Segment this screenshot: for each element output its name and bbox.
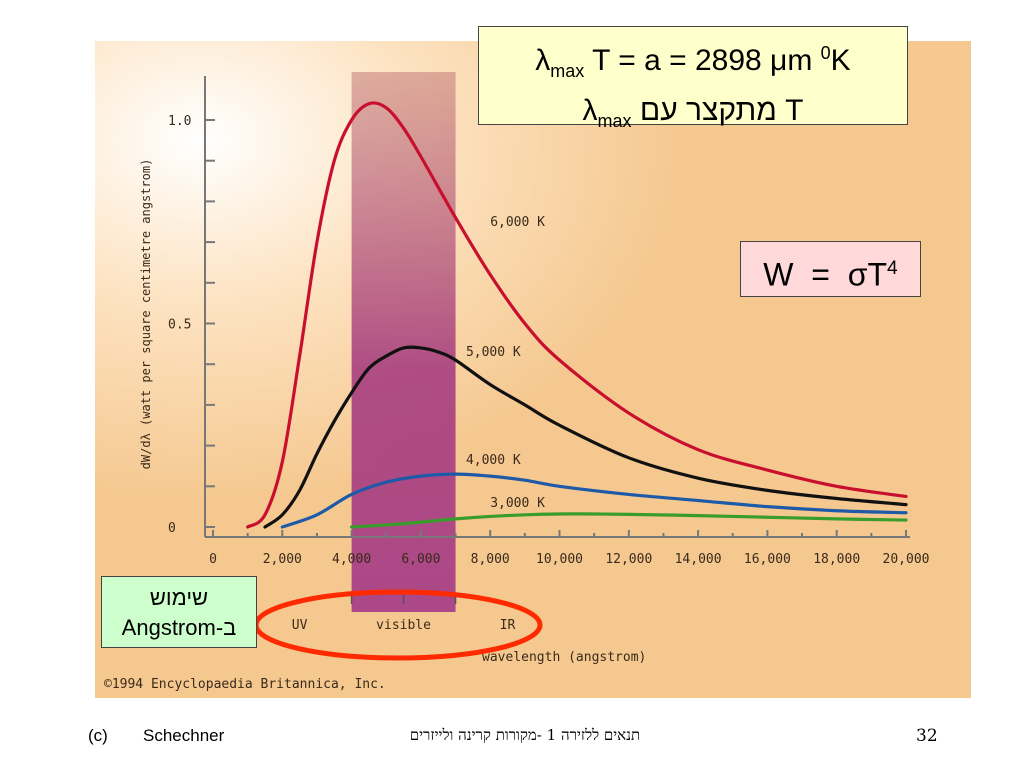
degree-superscript: 0 (820, 43, 831, 63)
x-axis-label: wavelength (angstrom) (482, 650, 646, 665)
sigma-symbol: σ (847, 256, 868, 293)
lambda-symbol: λ (535, 44, 551, 77)
page-number: 32 (916, 726, 938, 746)
wien-law-line1: λmax T = a = 2898 μm 0K (479, 33, 907, 91)
series-label-2: 5,000 K (466, 345, 521, 360)
power-superscript: 4 (887, 258, 898, 279)
wien-equation-text: T = a = 2898 (584, 44, 771, 77)
x-tick-label: 12,000 (605, 552, 652, 567)
series-line-2 (263, 345, 908, 529)
x-tick-label: 20,000 (883, 552, 930, 567)
visible-band (351, 72, 456, 612)
band-label-visible: visible (376, 618, 431, 633)
stefan-boltzmann-box: W = σT4 (740, 241, 921, 297)
x-tick-label: 8,000 (471, 552, 510, 567)
x-tick-label: 14,000 (675, 552, 722, 567)
meter-unit: m (787, 44, 821, 77)
y-tick-label: 0 (168, 521, 176, 536)
series-line-4 (350, 512, 908, 529)
x-tick-label: 6,000 (401, 552, 440, 567)
band-label-uv: UV (292, 618, 308, 633)
stefan-t: T (867, 256, 888, 293)
series-line-3 (280, 472, 908, 529)
series-label-1: 6,000 K (490, 215, 545, 230)
wien-hebrew-text: T מתקצר עם (631, 94, 804, 127)
usage-line2: ב-Angstrom (121, 615, 237, 640)
stefan-w: W = (763, 256, 848, 293)
footer-author: Schechner (143, 726, 225, 745)
wien-law-box: λmax T = a = 2898 μm 0K T מתקצר עם λmax (478, 26, 908, 131)
x-tick-label: 18,000 (813, 552, 860, 567)
x-tick-label: 10,000 (536, 552, 583, 567)
y-tick-label: 0.5 (168, 318, 191, 333)
series-line-1 (246, 101, 908, 529)
series-label-4: 3,000 K (490, 496, 545, 511)
max-subscript-2: max (597, 111, 632, 131)
x-tick-label: 16,000 (744, 552, 791, 567)
wien-law-line2: T מתקצר עם λmax (479, 91, 907, 141)
angstrom-usage-box: שימוש ב-Angstrom (101, 576, 257, 648)
y-axis-label: dW/dλ (watt per square centimetre angstr… (139, 159, 153, 470)
x-tick-label: 4,000 (332, 552, 371, 567)
kelvin-unit: K (830, 44, 851, 77)
x-tick-label: 2,000 (263, 552, 302, 567)
lambda-symbol-2: λ (582, 94, 598, 127)
mu-symbol: μ (770, 44, 788, 77)
copyright-text: ©1994 Encyclopaedia Britannica, Inc. (104, 677, 386, 692)
band-label-ir: IR (500, 618, 516, 633)
footer-title: תנאים ללזירה 1 -מקורות קרינה ולייזרים (409, 726, 641, 744)
usage-line1: שימוש (149, 585, 209, 610)
y-tick-label: 1.0 (168, 114, 191, 129)
series-label-3: 4,000 K (466, 453, 521, 468)
x-tick-label: 0 (209, 552, 217, 567)
max-subscript: max (550, 61, 585, 81)
footer-copyright: (c) (88, 726, 108, 745)
